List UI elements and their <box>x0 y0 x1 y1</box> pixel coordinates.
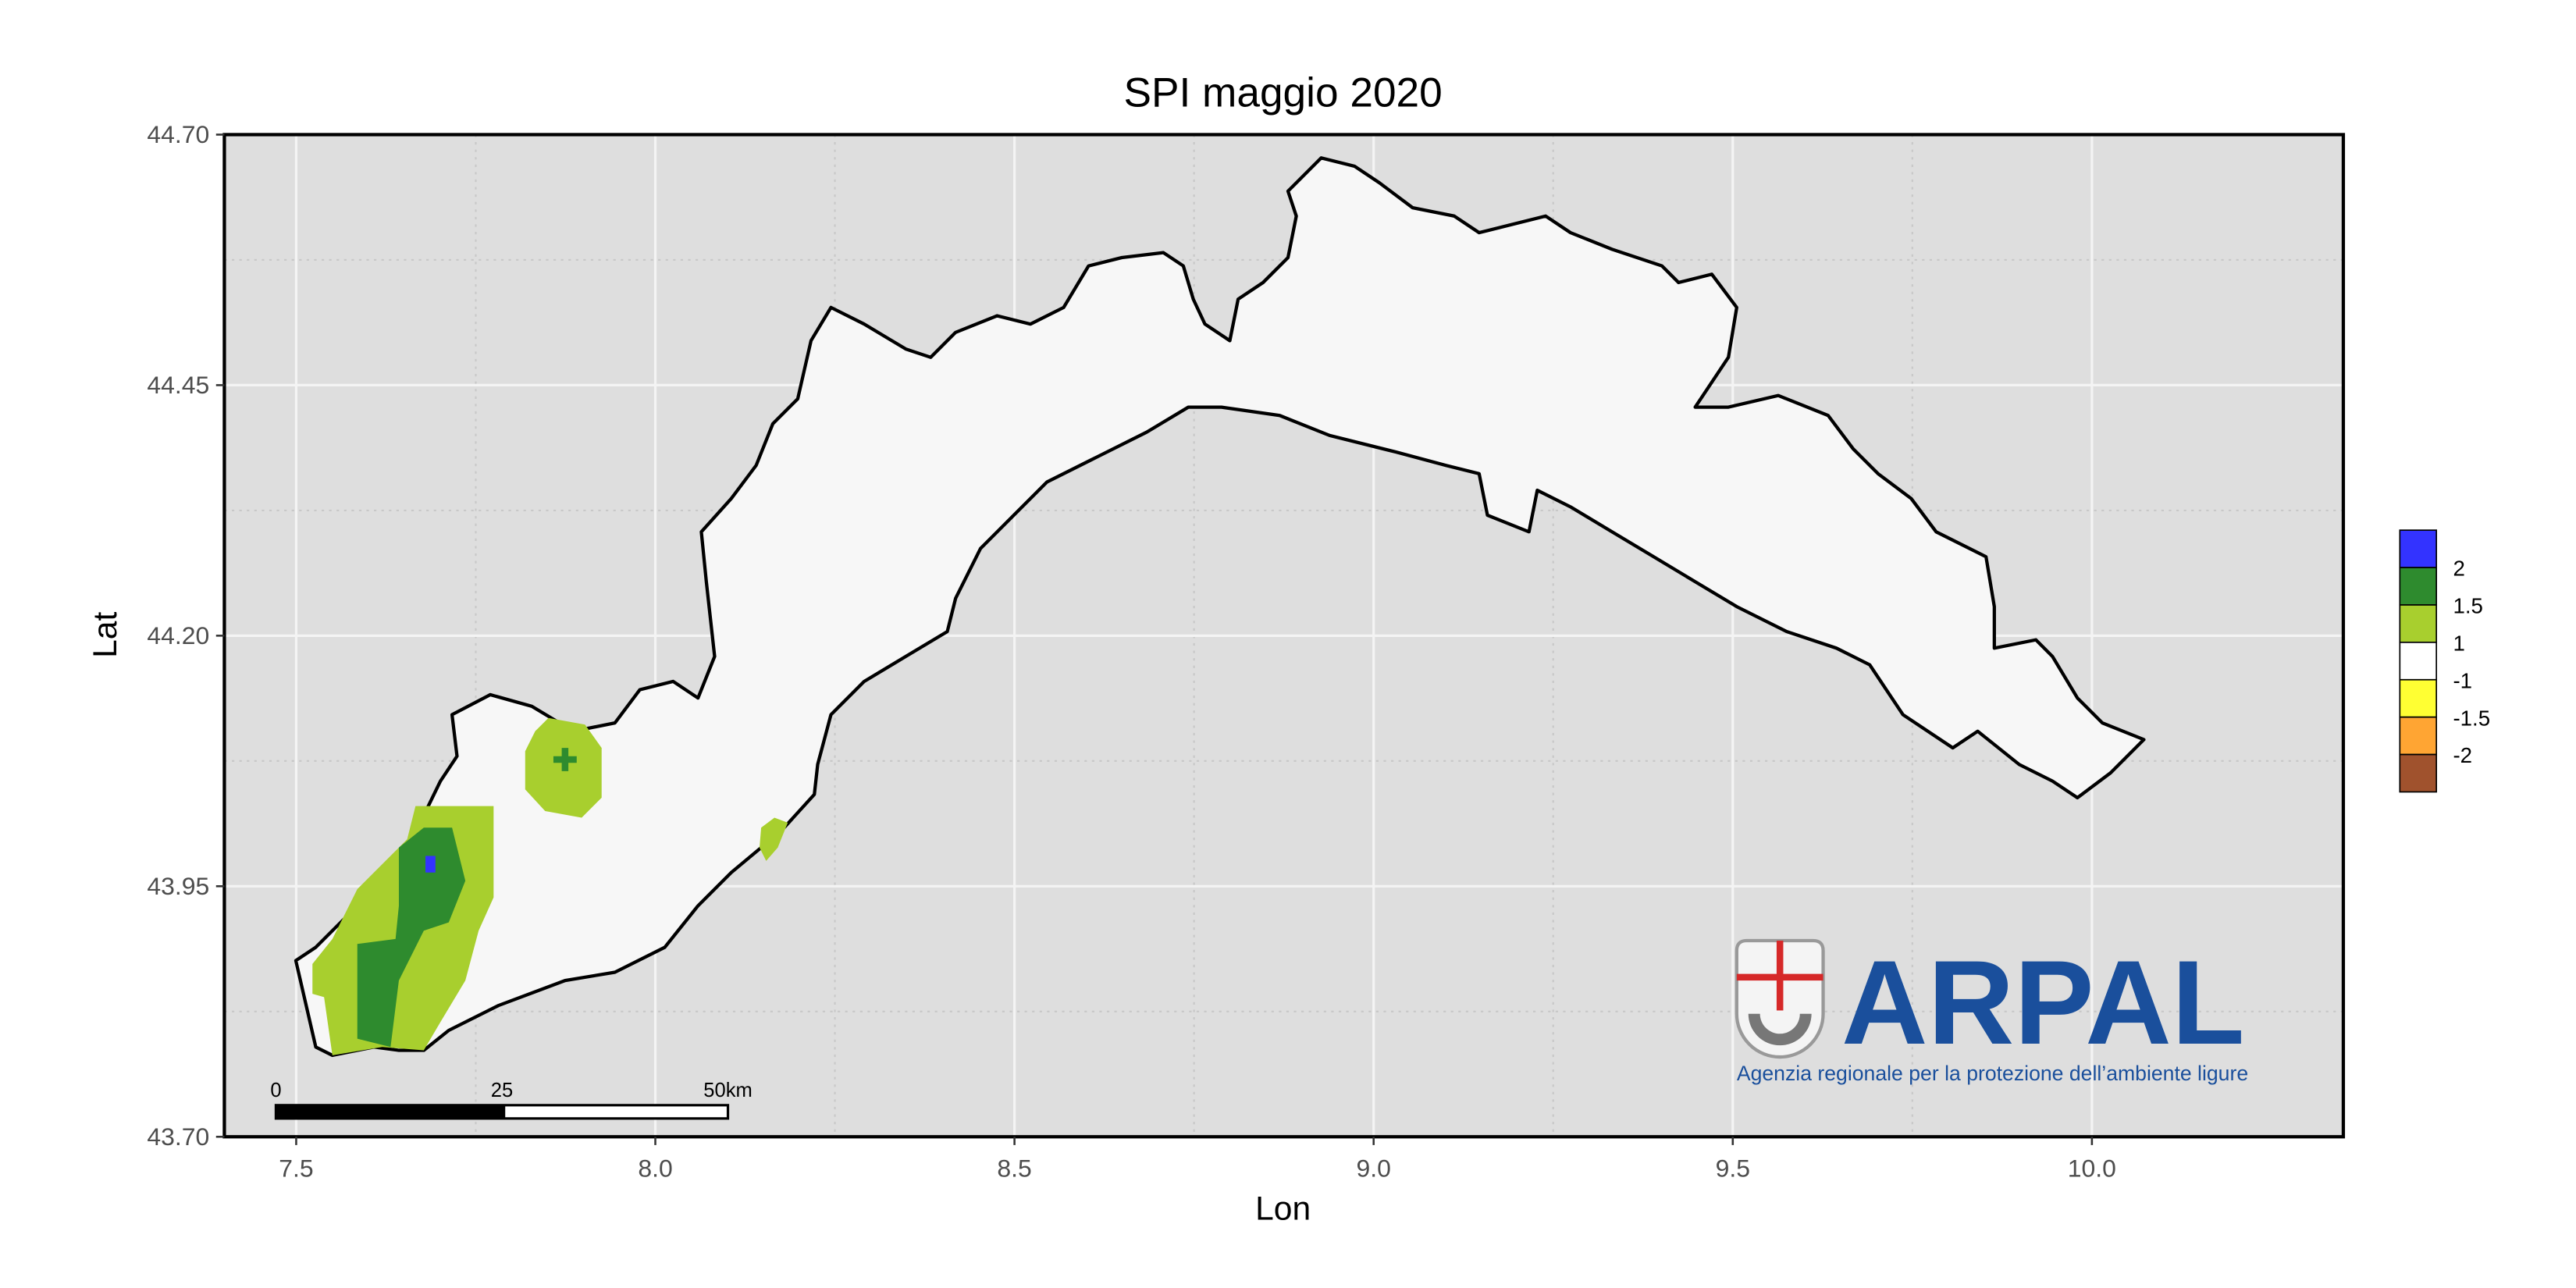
legend-swatch <box>2399 642 2438 681</box>
logo-name: ARPAL <box>1841 936 2245 1069</box>
legend-label: -1.5 <box>2453 706 2490 730</box>
legend-label: 2 <box>2453 557 2464 581</box>
spi-cells <box>312 717 788 1055</box>
x-tick-label: 10.0 <box>2068 1154 2116 1182</box>
legend-label: -1 <box>2453 668 2472 692</box>
x-tick-label: 7.5 <box>279 1154 313 1182</box>
axes: 7.5 8.0 8.5 9.0 9.5 10.0 43.70 43.95 44.20 44.45 4… <box>147 120 2116 1182</box>
y-tick-label: 43.95 <box>147 872 209 900</box>
y-tick-label: 43.70 <box>147 1123 209 1151</box>
y-tick-label: 44.20 <box>147 621 209 649</box>
legend: 2 1.5 1 -1 -1.5 -2 <box>2399 529 2490 793</box>
legend-label: 1.5 <box>2453 594 2482 618</box>
scale-label: 25 <box>491 1080 513 1101</box>
legend-swatch <box>2399 604 2438 643</box>
liguria-region <box>294 156 2146 1058</box>
scale-label: 0 <box>270 1080 281 1101</box>
legend-swatch <box>2399 678 2438 718</box>
x-tick-label: 9.0 <box>1357 1154 1391 1182</box>
logo-subtitle: Agenzia regionale per la protezione dell… <box>1737 1062 2248 1085</box>
x-axis-label: Lon <box>1255 1190 1311 1228</box>
legend-label: -2 <box>2453 743 2472 767</box>
x-tick-label: 8.5 <box>997 1154 1031 1182</box>
scale-label: 50km <box>703 1080 752 1101</box>
logo: ARPAL Agenzia regionale per la protezion… <box>1735 936 2248 1085</box>
x-tick-label: 8.0 <box>638 1154 672 1182</box>
x-tick-label: 9.5 <box>1716 1154 1750 1182</box>
scale-bar: 0 25 50km <box>270 1080 753 1120</box>
map-title: SPI maggio 2020 <box>1123 69 1442 116</box>
legend-swatch <box>2399 716 2438 756</box>
y-axis-label: Lat <box>87 612 124 658</box>
legend-label: 1 <box>2453 632 2464 656</box>
legend-swatch <box>2399 753 2438 793</box>
legend-swatch <box>2399 529 2438 568</box>
legend-swatch <box>2399 567 2438 606</box>
y-tick-label: 44.70 <box>147 120 209 148</box>
y-tick-label: 44.45 <box>147 371 209 399</box>
